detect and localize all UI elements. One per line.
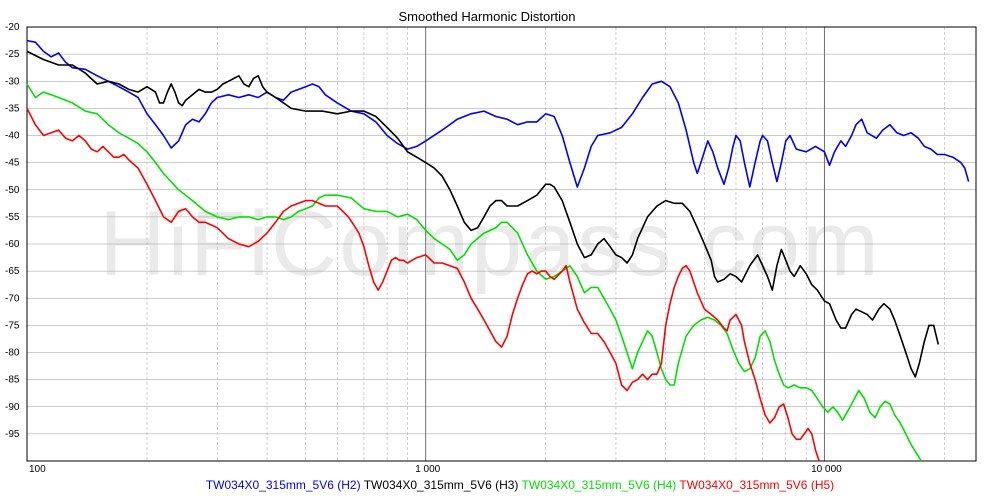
legend-entry-4: TW034X0_315mm_5V6 (H5) [676,478,834,492]
series-line-4 [26,108,820,462]
grid [27,27,976,461]
y-tick-label: -50 [5,185,20,196]
y-tick-label: -80 [5,348,20,359]
y-axis-ticks: -20 -25 -30 -35 -40 -45 -50 -55 -60 -65 -70 -75 -80 -… [5,22,20,440]
y-tick-label: -85 [5,375,20,386]
y-tick-label: -45 [5,158,20,169]
x-tick-label: 100 [29,464,46,475]
legend-entry-1: TW034X0_315mm_5V6 (H2) [206,478,361,492]
series-line-1 [26,39,970,188]
y-tick-label: -70 [5,293,20,304]
y-tick-label: -90 [5,402,20,413]
y-tick-label: -25 [5,49,20,60]
x-axis-ticks: 100 1 000 10 000 [29,464,842,475]
legend-entry-2: TW034X0_315mm_5V6 (H3) [361,478,519,492]
y-tick-label: -40 [5,131,20,142]
y-tick-label: -95 [5,429,20,440]
plot-frame [26,26,977,462]
y-tick-label: -60 [5,239,20,250]
y-tick-label: -30 [5,76,20,87]
y-tick-label: -75 [5,320,20,331]
legend-entry-3: TW034X0_315mm_5V6 (H4) [518,478,676,492]
y-tick-label: -35 [5,103,20,114]
x-tick-label: 1 000 [415,464,440,475]
y-tick-label: -20 [5,22,20,33]
legend: TW034X0_315mm_5V6 (H2) TW034X0_315mm_5V6… [206,478,834,492]
series-lines [26,39,970,462]
x-tick-label: 10 000 [811,464,842,475]
legend-text: TW034X0_315mm_5V6 (H2) TW034X0_315mm_5V6… [206,478,834,492]
series-line-2 [26,50,940,378]
y-tick-label: -55 [5,212,20,223]
series-line-3 [26,83,922,462]
chart-title: Smoothed Harmonic Distortion [398,9,575,24]
y-tick-label: -65 [5,266,20,277]
